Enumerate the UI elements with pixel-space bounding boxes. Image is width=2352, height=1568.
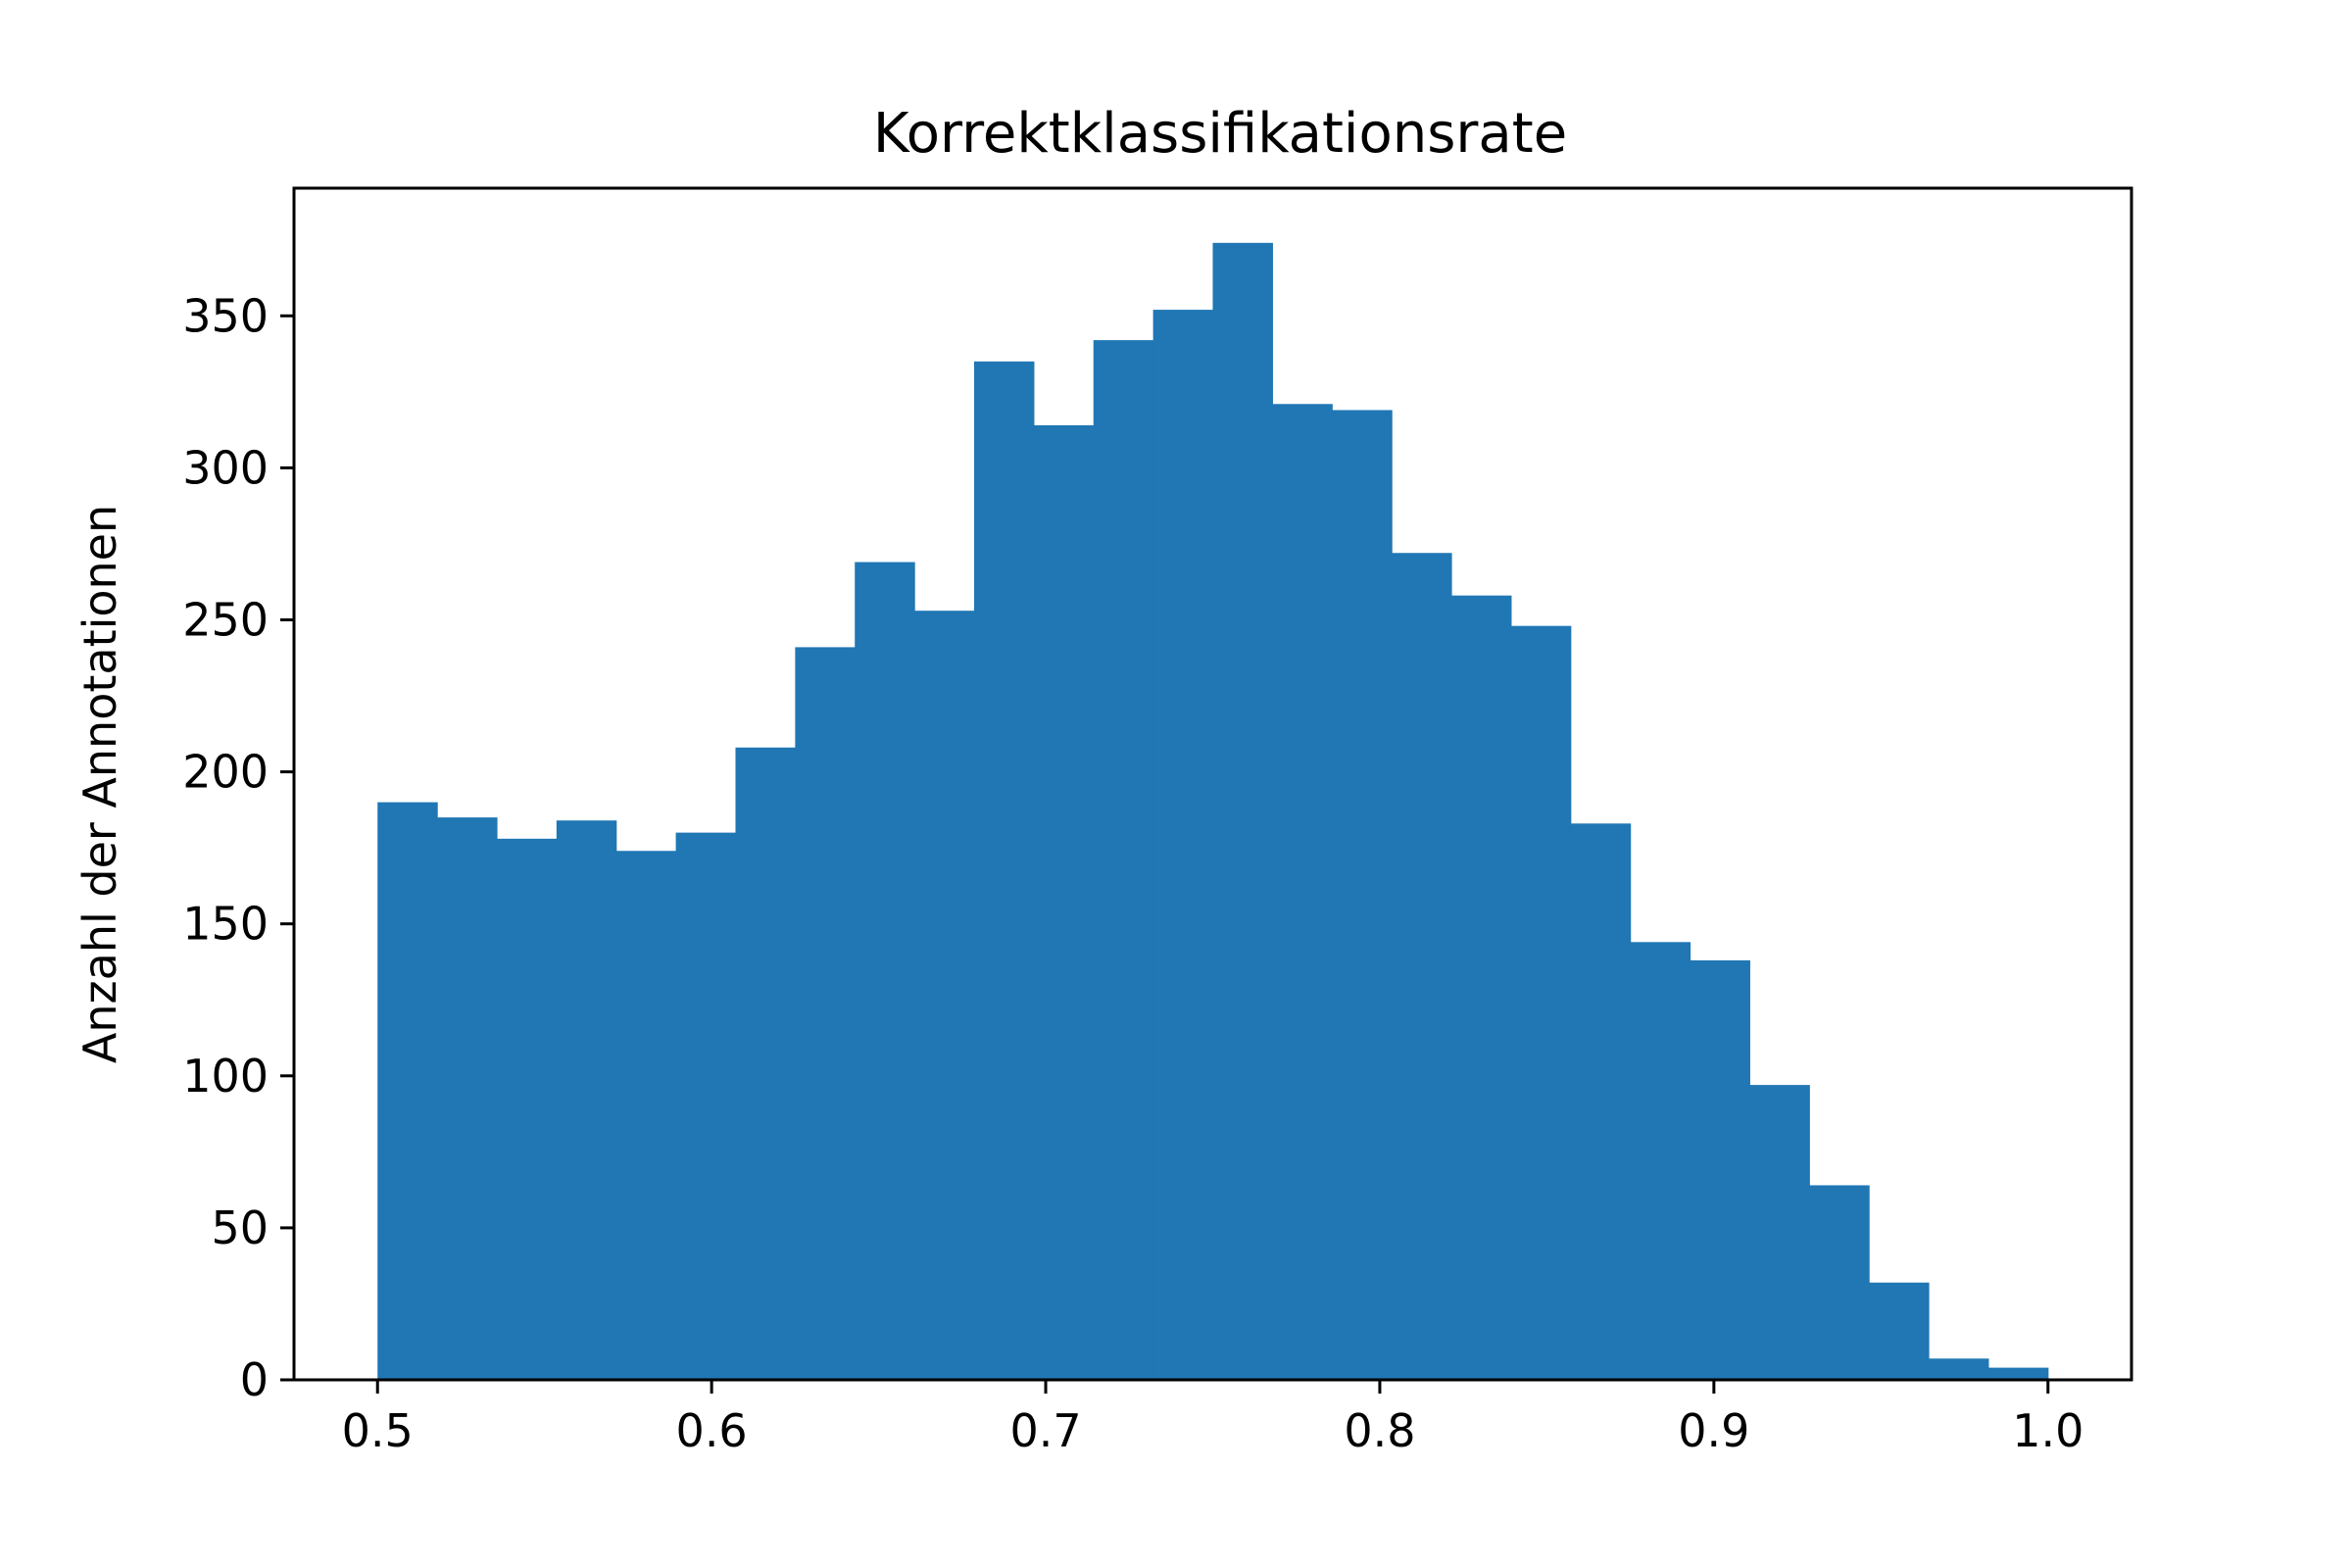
y-axis-ticks: 0 50 100 150 200 250 300 350 <box>182 289 294 1406</box>
histogram-bar <box>1093 340 1154 1380</box>
histogram-bar <box>795 647 856 1380</box>
chart-title: Korrektklassifikationsrate <box>873 102 1567 166</box>
x-tick-label: 1.0 <box>2012 1404 2083 1457</box>
histogram-bar <box>1929 1358 1989 1380</box>
y-axis-label: Anzahl der Annotationen <box>74 505 126 1063</box>
histogram-bar <box>1987 1367 2049 1380</box>
histogram-bar <box>1749 1085 1810 1380</box>
y-tick-label: 50 <box>211 1201 269 1254</box>
histogram-bar <box>855 562 915 1380</box>
histogram-bar <box>496 838 558 1380</box>
histogram-bar <box>735 747 796 1380</box>
x-tick-label: 0.5 <box>342 1404 414 1457</box>
y-tick-label: 300 <box>182 441 269 494</box>
x-axis-ticks: 0.5 0.6 0.7 0.8 0.9 1.0 <box>342 1380 2083 1457</box>
histogram-bar <box>1272 404 1333 1381</box>
y-tick-label: 150 <box>182 898 269 951</box>
histogram-bar <box>377 802 438 1380</box>
histogram-bar <box>1510 625 1572 1380</box>
bars-group <box>377 242 2049 1381</box>
histogram-bar <box>675 832 737 1380</box>
x-tick-label: 0.7 <box>1009 1404 1081 1457</box>
histogram-bar <box>1630 942 1691 1380</box>
histogram-bar <box>1570 823 1632 1380</box>
histogram-bar <box>556 820 617 1380</box>
y-tick-label: 250 <box>182 593 269 646</box>
histogram-bar <box>973 361 1035 1381</box>
histogram-bar <box>1152 310 1214 1380</box>
histogram-bar <box>914 611 975 1380</box>
x-tick-label: 0.6 <box>676 1404 748 1457</box>
x-tick-label: 0.9 <box>1678 1404 1749 1457</box>
histogram-bar <box>1212 242 1273 1381</box>
histogram-bar <box>1450 595 1512 1380</box>
histogram-bar <box>1690 959 1750 1380</box>
y-tick-label: 200 <box>182 746 269 799</box>
histogram-bar <box>1809 1185 1870 1380</box>
plot-frame <box>292 186 2133 1382</box>
histogram-bar <box>1869 1282 1930 1380</box>
histogram-bar <box>1033 424 1095 1380</box>
x-tick-label: 0.8 <box>1344 1404 1415 1457</box>
histogram-bar <box>1332 410 1393 1380</box>
y-tick-label: 0 <box>240 1353 269 1406</box>
y-tick-label: 350 <box>182 289 269 342</box>
histogram-bar <box>615 851 677 1380</box>
y-tick-label: 100 <box>182 1050 269 1102</box>
histogram-bar <box>437 817 498 1380</box>
histogram-bar <box>1392 553 1452 1380</box>
